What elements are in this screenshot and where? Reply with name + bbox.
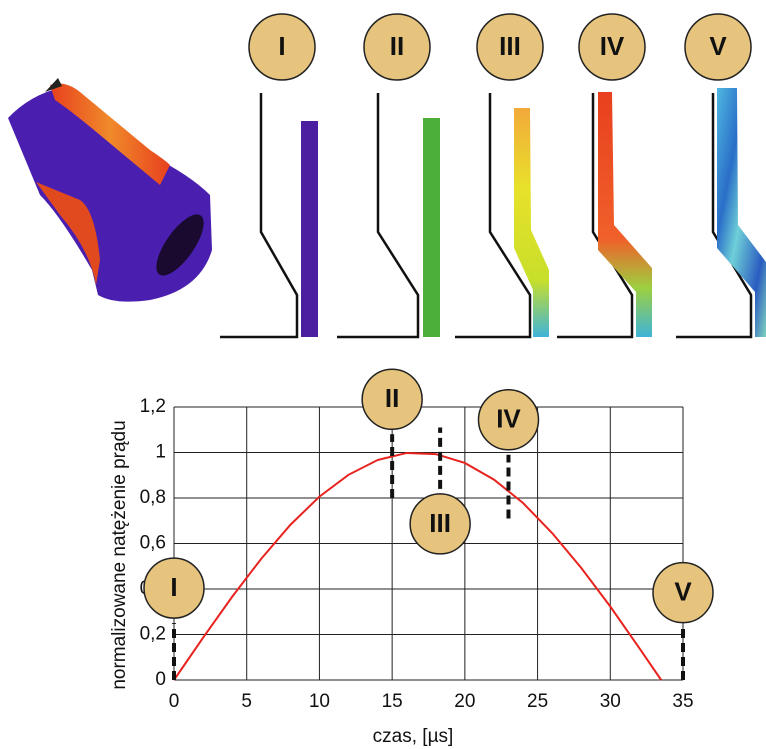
part-render [8, 78, 212, 302]
x-tick-label: 30 [600, 691, 621, 712]
die-profile [676, 93, 751, 337]
stage-label: V [709, 31, 727, 61]
figure: IIIIIIIVV czas, [µs] normalizowane natęż… [0, 0, 766, 749]
y-tick-label: 0,2 [140, 624, 166, 645]
stage-label: II [385, 383, 399, 413]
stage-panels [220, 88, 766, 337]
sheet [423, 118, 440, 337]
stage-label: IV [496, 404, 521, 434]
x-tick-label: 15 [382, 691, 403, 712]
stage-label: III [429, 508, 451, 538]
x-tick-label: 25 [527, 691, 548, 712]
sheet [514, 108, 549, 337]
sheet [598, 92, 652, 337]
y-axis-label: normalizowane natężenie prądu [109, 420, 130, 689]
y-tick-label: 0,8 [140, 487, 166, 508]
x-tick-label: 5 [241, 691, 252, 712]
y-tick-label: 0,6 [140, 533, 166, 554]
stage-label: I [278, 31, 285, 61]
sheet [717, 88, 766, 337]
x-tick-label: 0 [169, 691, 180, 712]
chart: czas, [µs] normalizowane natężenie prądu… [109, 369, 713, 747]
stage-label: I [170, 572, 177, 602]
x-tick-label: 10 [309, 691, 330, 712]
die-profile [337, 93, 418, 337]
y-tick-label: 1 [155, 442, 166, 463]
y-tick-label: 1,2 [140, 396, 166, 417]
die-profile [557, 93, 632, 337]
sheet [301, 121, 318, 337]
stage-label: IV [600, 31, 625, 61]
stage-label: II [390, 31, 404, 61]
die-profile [220, 93, 297, 337]
x-axis-label: czas, [µs] [373, 726, 454, 747]
y-tick-label: 0 [155, 669, 166, 690]
stage-label: III [499, 31, 521, 61]
stage-label: V [674, 577, 692, 607]
x-tick-label: 35 [672, 691, 693, 712]
x-tick-label: 20 [454, 691, 475, 712]
